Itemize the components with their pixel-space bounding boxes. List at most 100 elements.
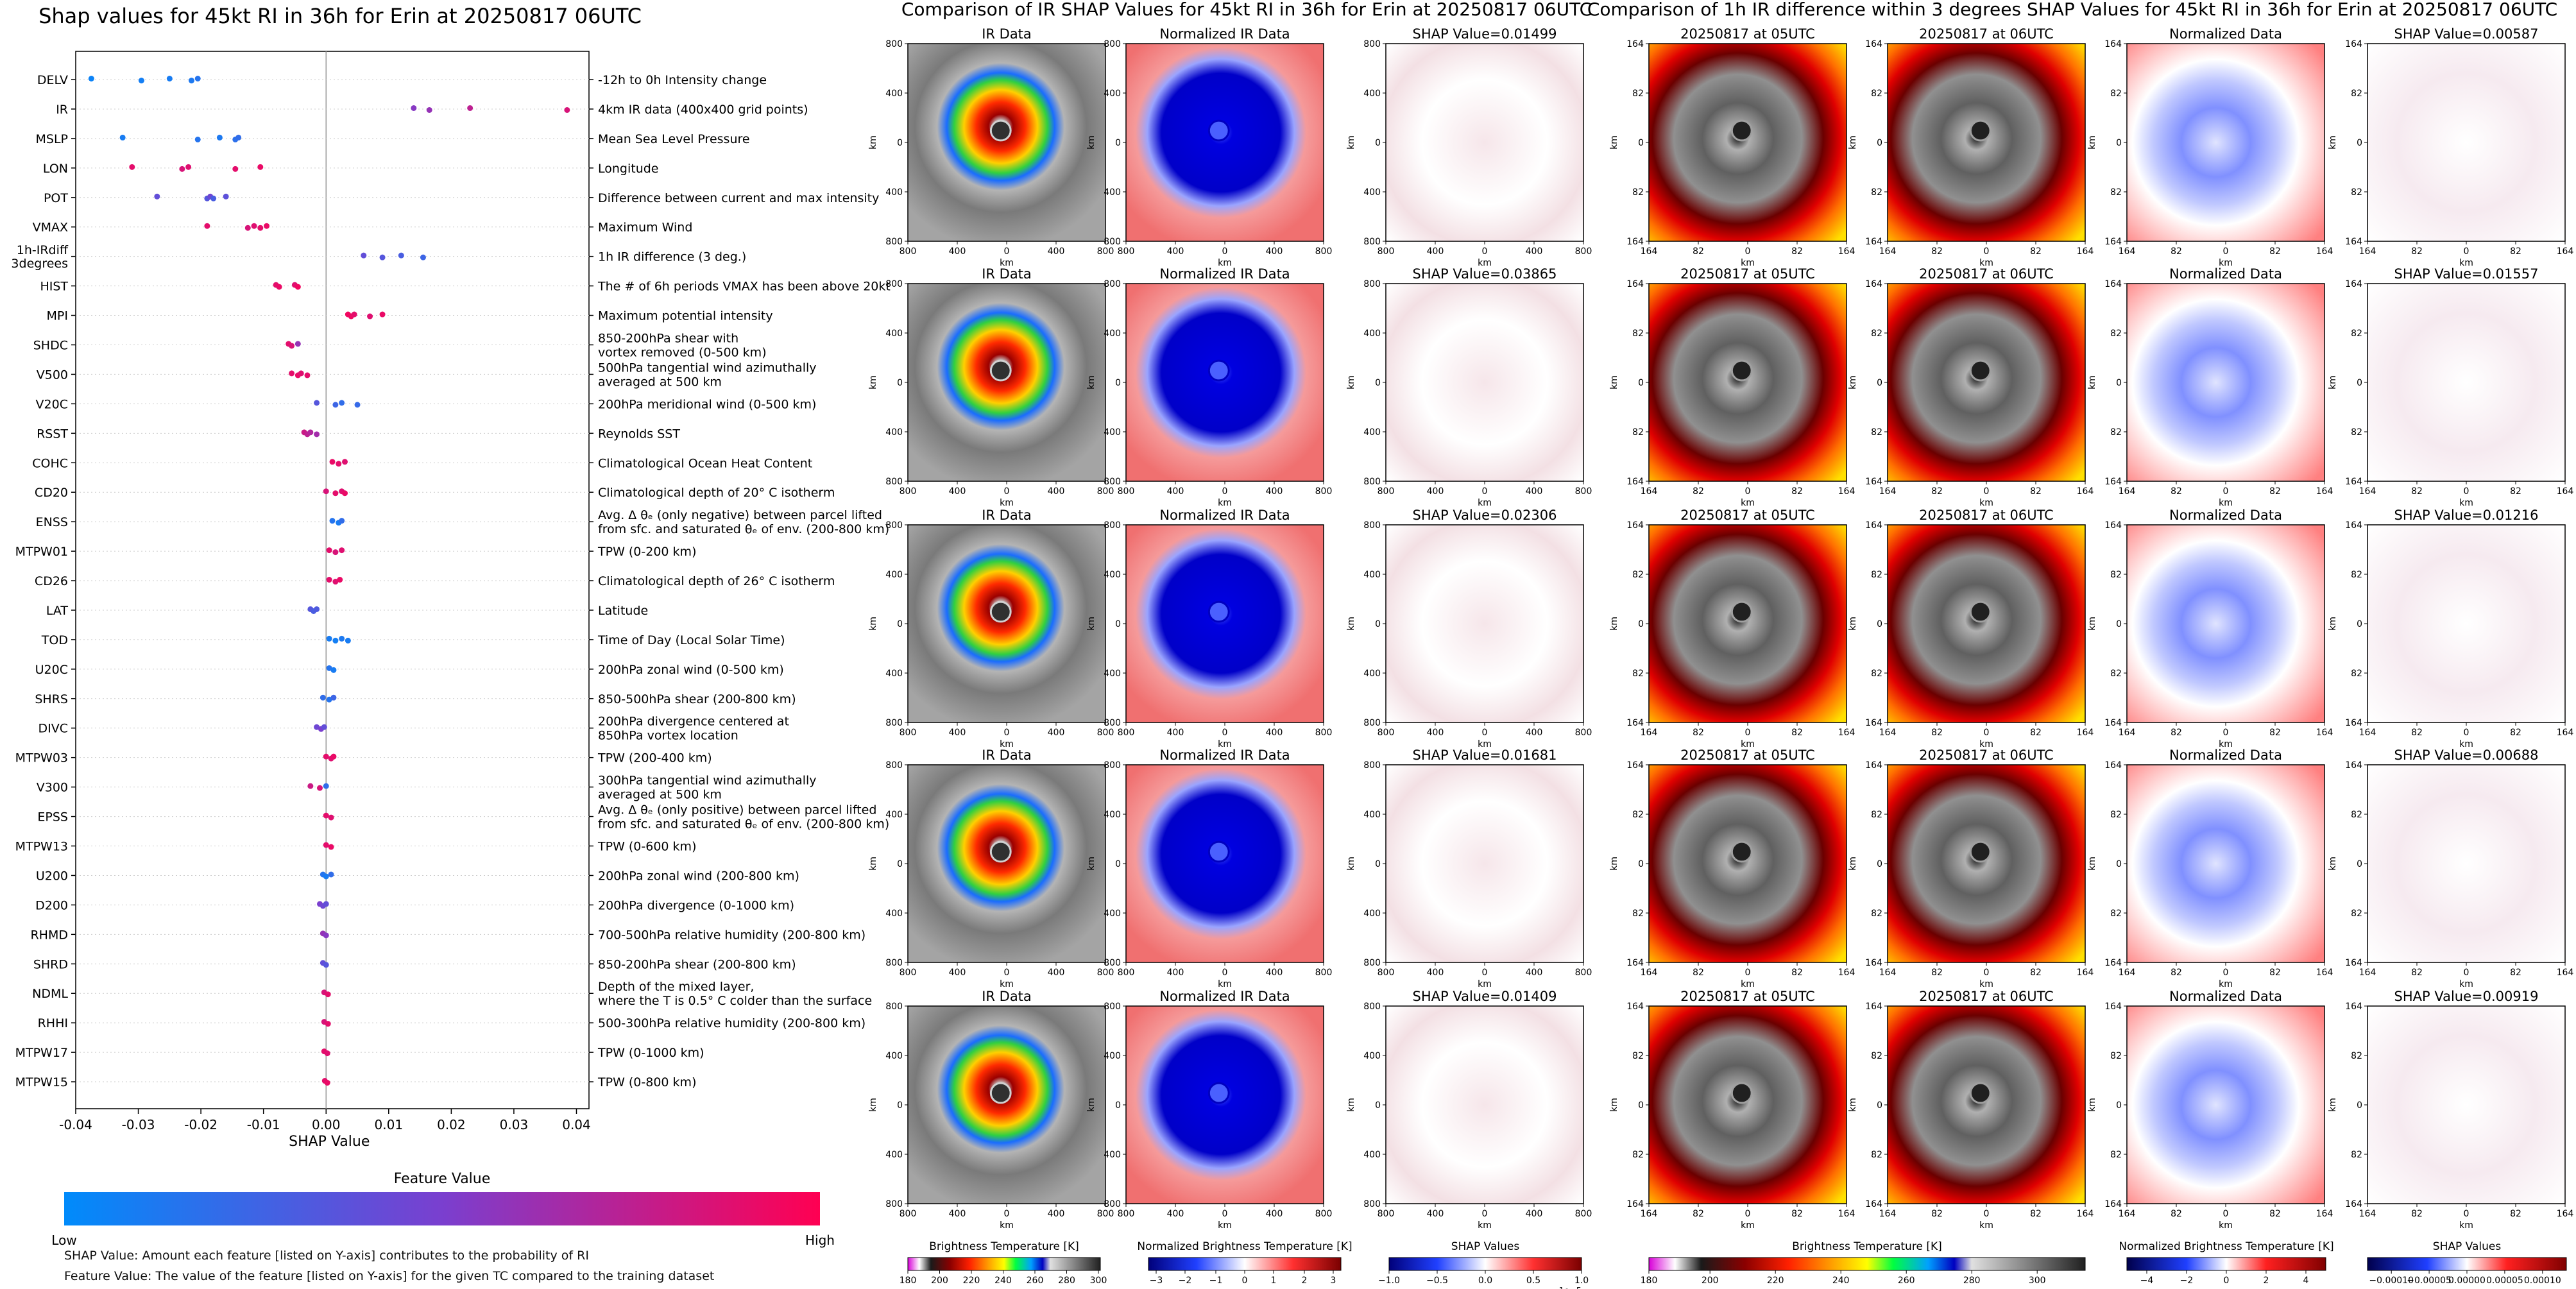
y-tick-label: 0: [1638, 859, 1644, 869]
y-tick-label: 800: [1363, 39, 1381, 49]
image-subplot: [1385, 283, 1584, 482]
x-tick-label: 800: [1378, 968, 1395, 978]
shap-value-title: SHAP Value=0.00688: [2394, 747, 2539, 763]
y-axis-label: km: [2087, 617, 2097, 631]
shap-value-title: SHAP Value=0.01409: [1413, 989, 1557, 1004]
shap-point: [332, 490, 339, 497]
y-tick-label: 800: [1363, 237, 1381, 247]
feature-description: Climatological depth of 20° C isotherm: [598, 486, 835, 500]
y-axis-label: km: [1609, 857, 1619, 871]
x-tick-label: 0: [1222, 486, 1228, 497]
x-tick-label: 164: [1641, 246, 1658, 257]
y-tick-label: 0: [1877, 378, 1882, 388]
y-tick-label: 0: [2357, 619, 2362, 629]
x-tick-label: 800: [900, 728, 917, 738]
y-tick-label: 164: [1626, 477, 1644, 487]
x-tick-label: 800: [1575, 246, 1592, 257]
colorbar-tick-label: 180: [1641, 1276, 1658, 1286]
shap-point: [325, 1021, 331, 1027]
image-subplot: [1385, 524, 1584, 723]
shap-point: [324, 1080, 330, 1086]
shap-summary-chart: Shap values for 45kt RI in 36h for Erin …: [11, 4, 890, 1248]
feature-description: Maximum Wind: [598, 221, 692, 235]
x-tick-label: 400: [1048, 246, 1065, 257]
shap-point: [326, 635, 332, 642]
y-tick-label: 82: [2110, 427, 2122, 438]
image-subplot: [2126, 1005, 2325, 1204]
y-tick-label: 0: [1638, 1100, 1644, 1111]
feature-name: U200: [36, 869, 68, 883]
panel-title: Comparison of IR SHAP Values for 45kt RI…: [901, 0, 1592, 20]
y-tick-label: 164: [2345, 958, 2362, 968]
y-tick-label: 0: [1638, 378, 1644, 388]
feature-name: SHDC: [33, 338, 68, 352]
y-tick-label: 400: [885, 909, 903, 919]
y-tick-label: 164: [2345, 237, 2362, 247]
subplot-title: Normalized IR Data: [1159, 266, 1290, 282]
y-tick-label: 82: [1632, 570, 1644, 580]
shap-point: [329, 518, 336, 524]
x-tick-label: 400: [1266, 728, 1283, 738]
shap-point: [379, 311, 386, 318]
x-tick-label: 800: [1118, 246, 1135, 257]
feature-name: U20C: [35, 663, 68, 677]
shap-point: [332, 402, 339, 408]
image-subplot: [1125, 764, 1324, 963]
x-tick-label: 400: [1266, 486, 1283, 497]
x-axis-label: km: [1218, 1220, 1232, 1231]
y-tick-label: 164: [2104, 1002, 2122, 1012]
x-tick-label: 82: [2030, 486, 2042, 497]
y-tick-label: 0: [897, 138, 903, 148]
y-tick-label: 800: [885, 760, 903, 771]
x-tick-label: 800: [900, 486, 917, 497]
feature-description: The # of 6h periods VMAX has been above …: [597, 280, 891, 294]
y-tick-label: 164: [1865, 958, 1882, 968]
shap-point: [332, 549, 339, 556]
shap-point: [325, 991, 331, 998]
colorbar-tick-label: 0: [1242, 1276, 1248, 1286]
y-tick-label: 164: [2104, 39, 2122, 49]
y-axis-label: km: [868, 375, 878, 389]
shap-title: Shap values for 45kt RI in 36h for Erin …: [38, 4, 642, 28]
x-tick-label: 800: [1315, 968, 1333, 978]
feature-name: MTPW03: [15, 751, 68, 765]
x-tick-label: 164: [2077, 486, 2094, 497]
x-tick-label: 82: [2510, 1209, 2521, 1219]
x-tick-label: 82: [2510, 728, 2521, 738]
shap-point: [321, 724, 327, 730]
x-axis-label: km: [1741, 979, 1755, 989]
x-tick-label: 82: [1931, 728, 1943, 738]
storm-eye: [1969, 601, 1992, 623]
feature-name: MSLP: [36, 132, 69, 146]
x-tick-label: 164: [2359, 486, 2376, 497]
y-axis-label: km: [1346, 375, 1356, 389]
x-axis-label: km: [2219, 1220, 2233, 1231]
x-tick-label: 0: [1004, 728, 1010, 738]
x-tick-label: 164: [2316, 486, 2333, 497]
y-tick-label: 800: [1363, 760, 1381, 771]
feature-description: 850-200hPa shear (200-800 km): [598, 957, 796, 971]
x-tick-label: 164: [1641, 1209, 1658, 1219]
colorbar-tick-label: 220: [1767, 1276, 1784, 1286]
x-axis-label: km: [1979, 979, 1993, 989]
y-tick-label: 82: [2351, 187, 2362, 198]
shap-point: [326, 665, 332, 671]
y-tick-label: 0: [1115, 138, 1121, 148]
x-axis-label: km: [1741, 258, 1755, 268]
shap-point: [330, 753, 337, 760]
y-tick-label: 800: [1363, 279, 1381, 289]
y-tick-label: 800: [1104, 520, 1121, 531]
colorbar-tick-label: −0.5: [1426, 1276, 1448, 1286]
x-tick-label: 0: [2223, 968, 2229, 978]
colorbar-label: Brightness Temperature [K]: [929, 1240, 1079, 1253]
y-tick-label: 82: [1632, 427, 1644, 438]
shap-point: [328, 844, 334, 850]
shap-point: [323, 901, 329, 907]
image-subplot: [1385, 764, 1584, 963]
y-tick-label: 82: [2110, 1150, 2122, 1160]
shap-point: [332, 637, 339, 644]
x-tick-label: 0.04: [562, 1117, 591, 1132]
shap-point: [342, 459, 348, 465]
y-tick-label: 164: [2104, 279, 2122, 289]
y-tick-label: 164: [2345, 39, 2362, 49]
